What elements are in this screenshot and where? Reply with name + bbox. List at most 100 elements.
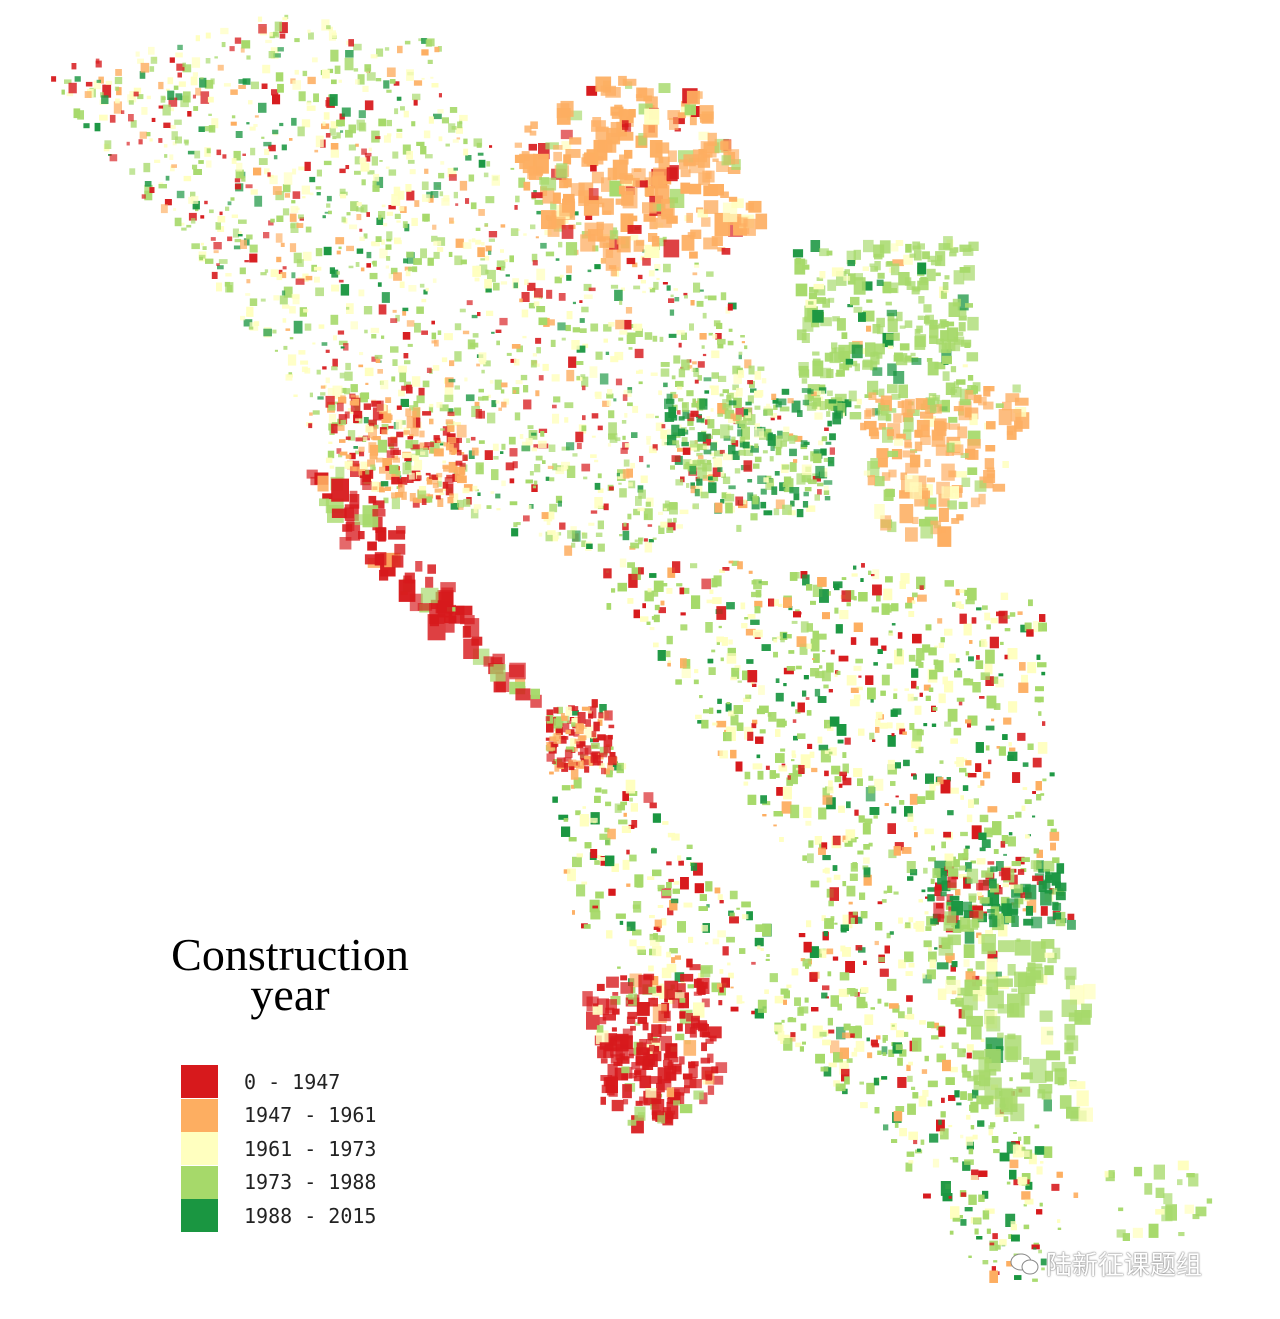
parcel	[669, 948, 678, 954]
parcel	[451, 452, 456, 455]
parcel	[144, 184, 153, 194]
parcel	[809, 972, 818, 982]
parcel	[681, 441, 689, 447]
parcel	[548, 444, 556, 452]
parcel	[489, 380, 494, 384]
parcel	[634, 874, 644, 888]
parcel	[607, 167, 618, 181]
parcel	[410, 465, 416, 473]
parcel	[805, 820, 812, 826]
parcel	[685, 461, 690, 466]
parcel	[744, 359, 752, 369]
parcel	[703, 200, 719, 214]
parcel	[439, 191, 444, 197]
parcel	[983, 401, 994, 410]
parcel	[782, 632, 787, 639]
parcel	[1022, 762, 1029, 767]
parcel	[630, 234, 639, 241]
parcel	[801, 388, 812, 393]
parcel	[230, 197, 235, 201]
parcel	[405, 461, 411, 470]
parcel	[664, 412, 675, 422]
parcel	[240, 239, 247, 249]
parcel	[795, 257, 802, 265]
parcel	[133, 87, 142, 94]
parcel	[811, 767, 818, 773]
parcel	[308, 32, 314, 40]
parcel	[273, 155, 278, 160]
parcel	[948, 1195, 952, 1199]
parcel	[465, 198, 470, 204]
parcel	[383, 135, 391, 143]
parcel	[478, 352, 487, 362]
parcel	[719, 750, 728, 759]
parcel	[959, 308, 967, 316]
parcel	[823, 490, 830, 495]
parcel	[909, 454, 921, 468]
parcel	[442, 464, 449, 469]
parcel	[732, 365, 741, 375]
parcel	[441, 198, 450, 206]
parcel	[240, 315, 246, 321]
parcel	[437, 247, 444, 252]
parcel	[911, 680, 917, 689]
parcel	[210, 78, 215, 85]
parcel	[326, 25, 331, 30]
parcel	[876, 448, 889, 459]
parcel	[385, 244, 392, 250]
parcel	[789, 572, 798, 581]
parcel	[344, 57, 354, 71]
parcel	[786, 984, 792, 988]
parcel	[646, 435, 652, 440]
parcel	[588, 188, 599, 201]
parcel	[289, 243, 297, 253]
parcel	[716, 606, 727, 620]
parcel	[834, 922, 838, 925]
parcel	[432, 365, 440, 371]
parcel	[697, 361, 705, 368]
parcel	[667, 660, 671, 663]
parcel	[896, 722, 905, 731]
parcel	[729, 912, 735, 918]
parcel	[795, 767, 800, 771]
parcel	[565, 324, 571, 332]
parcel	[752, 683, 757, 687]
parcel	[998, 610, 1008, 624]
parcel	[812, 358, 821, 366]
parcel	[389, 464, 399, 474]
parcel	[814, 836, 822, 845]
parcel	[942, 282, 949, 290]
parcel	[670, 391, 677, 399]
parcel	[632, 405, 639, 413]
parcel	[919, 1020, 926, 1025]
parcel	[428, 406, 434, 413]
parcel	[302, 196, 306, 199]
parcel	[699, 289, 704, 292]
parcel	[907, 876, 914, 881]
parcel	[269, 32, 273, 37]
parcel	[673, 394, 678, 399]
parcel	[709, 452, 717, 456]
parcel	[976, 932, 982, 938]
parcel	[241, 175, 246, 182]
parcel	[628, 824, 635, 829]
parcel	[680, 182, 691, 194]
parcel	[793, 493, 800, 501]
parcel	[978, 493, 986, 505]
parcel	[401, 477, 408, 485]
parcel	[742, 914, 749, 920]
parcel	[1021, 1146, 1026, 1152]
parcel	[191, 243, 200, 250]
parcel	[863, 310, 875, 322]
parcel	[656, 237, 666, 247]
parcel	[561, 785, 571, 791]
parcel	[690, 410, 699, 417]
parcel	[249, 244, 258, 253]
parcel	[462, 242, 472, 249]
parcel	[728, 328, 733, 332]
parcel	[133, 91, 139, 97]
parcel	[803, 806, 812, 818]
parcel	[817, 489, 822, 495]
parcel	[229, 46, 235, 52]
parcel	[757, 770, 764, 780]
